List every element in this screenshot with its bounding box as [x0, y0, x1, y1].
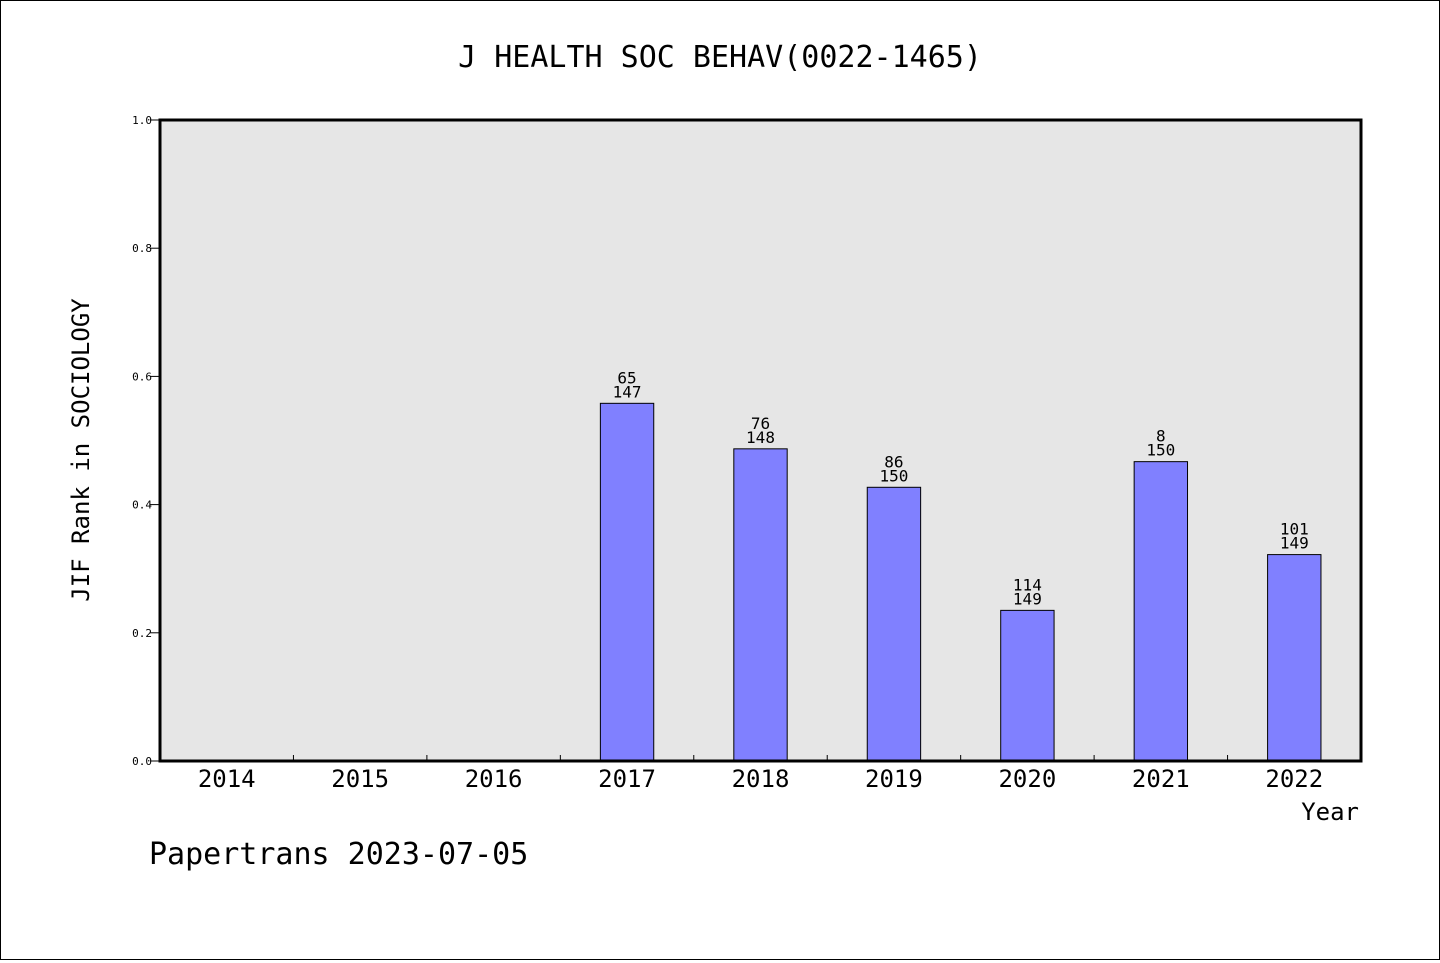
x-tick-label: 2020	[998, 765, 1056, 793]
bar-rank-label: 114	[1013, 575, 1042, 594]
y-tick-label: 0.0	[132, 755, 152, 768]
bar-rank-label: 101	[1280, 520, 1309, 539]
bar-rank-label: 76	[751, 414, 770, 433]
x-tick-label: 2022	[1265, 765, 1323, 793]
x-tick-label: 2015	[331, 765, 389, 793]
x-tick-label: 2018	[732, 765, 790, 793]
y-tick-label: 0.4	[132, 499, 152, 512]
x-tick-label: 2019	[865, 765, 923, 793]
y-tick-label: 0.6	[132, 370, 152, 383]
bar	[1133, 461, 1189, 762]
bar-total-label: 150	[879, 466, 908, 485]
x-tick-label: 2021	[1132, 765, 1190, 793]
bar-total-label: 150	[1146, 441, 1175, 460]
y-tick-label: 0.8	[132, 242, 152, 255]
bar-total-label: 148	[746, 428, 775, 447]
bar-total-label: 149	[1280, 534, 1309, 553]
x-axis-label: Year	[1301, 798, 1359, 826]
y-axis-label: JIF Rank in SOCIOLOGY	[67, 298, 95, 602]
bar	[1267, 554, 1322, 762]
bar-rank-label: 65	[617, 368, 636, 387]
y-tick-label: 0.2	[132, 627, 152, 640]
bar-rank-label: 86	[884, 452, 903, 471]
plot-border	[158, 118, 1363, 763]
x-tick-label: 2014	[198, 765, 256, 793]
bar	[1000, 609, 1055, 762]
x-tick-label: 2016	[465, 765, 523, 793]
chart-title: J HEALTH SOC BEHAV(0022-1465)	[458, 40, 982, 75]
y-tick-label: 1.0	[132, 114, 152, 127]
ticks-group: 0.0 0.2 0.4 0.6 0.8 1.0 2014 2015 2016 2017 2018 20…	[132, 114, 1323, 793]
bar-total-label: 147	[613, 382, 642, 401]
bar-total-label: 149	[1013, 589, 1042, 608]
bar-rank-label: 8	[1156, 427, 1166, 446]
bar	[599, 402, 655, 762]
footer-text: Papertrans 2023-07-05	[149, 837, 528, 872]
bar	[866, 486, 922, 762]
bar	[733, 448, 788, 762]
x-tick-label: 2017	[598, 765, 656, 793]
